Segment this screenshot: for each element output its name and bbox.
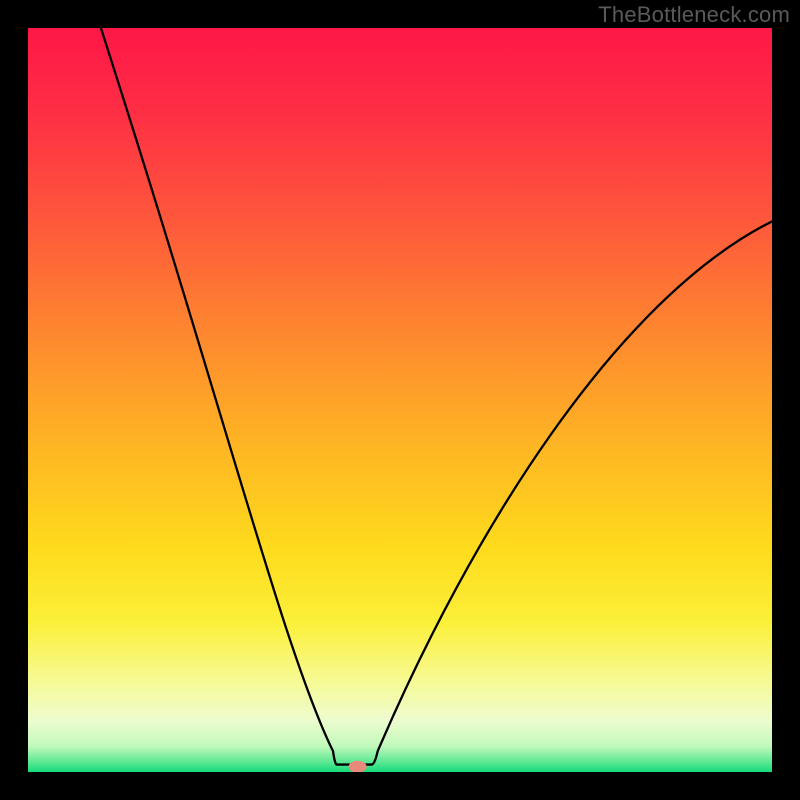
watermark-text: TheBottleneck.com <box>598 2 790 28</box>
gradient-background <box>28 28 772 772</box>
optimal-point-marker <box>349 761 367 773</box>
chart-frame: TheBottleneck.com <box>0 0 800 800</box>
bottleneck-chart <box>0 0 800 800</box>
